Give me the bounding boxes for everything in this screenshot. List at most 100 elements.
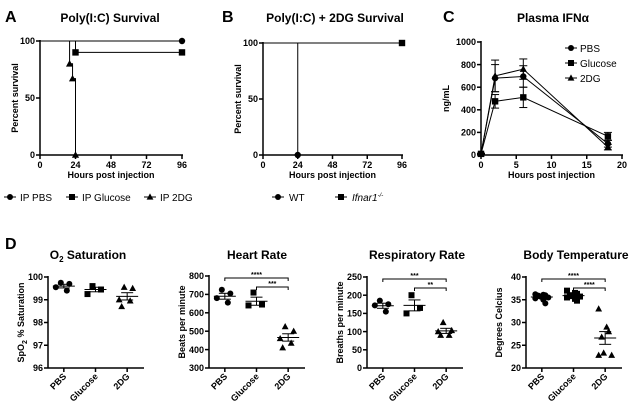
y-axis-label: Beats per minute [177, 285, 187, 358]
significance-label: ** [428, 282, 434, 289]
data-point [178, 37, 186, 45]
data-point [564, 294, 570, 301]
data-point [445, 331, 453, 338]
chart-title: Poly(I:C) + 2DG Survival [266, 11, 404, 25]
y-tick-label: 400 [461, 105, 476, 115]
legend-label: WT [289, 193, 305, 204]
circle-icon [568, 45, 574, 51]
panel-c: C Plasma IFNα 0 200 400 600 800 1000 ng/mL 0 5 10 15… [441, 9, 627, 180]
data-point [448, 326, 456, 334]
data-point [120, 283, 128, 290]
legend-label: Ifnar1-/- [352, 193, 383, 204]
survival-line-ip-2dg [40, 40, 76, 155]
square-icon [69, 194, 75, 200]
y-axis-label: ng/mL [441, 85, 451, 112]
y-tick-label: 40 [511, 272, 521, 282]
data-point [63, 287, 70, 294]
data-point [245, 302, 252, 309]
data-point [519, 65, 527, 72]
data-point [52, 284, 59, 291]
legend-label: PBS [580, 44, 600, 55]
data-point [491, 98, 499, 105]
data-point [491, 72, 499, 79]
x-tick-label: PBS [48, 371, 68, 391]
data-point [385, 301, 392, 308]
x-tick-label: PBS [367, 371, 387, 391]
data-point [72, 49, 79, 56]
data-point [595, 351, 603, 358]
y-tick-label: 400 [189, 345, 204, 355]
y-axis-label: Degrees Celcius [494, 287, 504, 357]
y-tick-label: 300 [189, 363, 204, 373]
data-point [71, 151, 80, 158]
x-tick-label: 10 [546, 160, 556, 170]
series-line-glucose [480, 96, 609, 154]
data-point [604, 133, 612, 140]
data-point [89, 283, 96, 290]
chart-title: Heart Rate [227, 248, 287, 262]
x-tick-label: 0 [260, 160, 265, 170]
x-tick-label: 5 [514, 160, 519, 170]
y-tick-label: 600 [461, 82, 476, 92]
significance-bracket [256, 286, 289, 290]
x-tick-label: 96 [397, 160, 407, 170]
panel-letter: B [222, 9, 234, 26]
data-point [218, 286, 225, 293]
data-point [408, 292, 415, 299]
x-tick-label: 0 [478, 160, 483, 170]
panel-a: A Poly(I:C) Survival 0 50 100 Percent surviva… [4, 9, 193, 204]
y-tick-label: 500 [189, 326, 204, 336]
chart-title: Respiratory Rate [369, 248, 465, 262]
x-tick-label: 2DG [430, 371, 450, 391]
data-point [118, 302, 126, 310]
x-axis-label: Hours post injection [289, 170, 376, 180]
data-point [564, 287, 570, 294]
data-point [382, 308, 389, 315]
data-point [287, 339, 295, 346]
y-tick-label: 800 [461, 60, 476, 70]
data-point [178, 49, 186, 56]
legend-label: IP Glucose [82, 193, 131, 204]
survival-line-wt [263, 42, 299, 155]
x-tick-label: 72 [141, 160, 151, 170]
x-tick-label: 48 [327, 160, 337, 170]
triangle-icon [567, 74, 575, 81]
data-point [600, 349, 608, 356]
significance-label: *** [410, 273, 418, 280]
x-tick-label: 2DG [589, 371, 609, 391]
data-point [439, 318, 447, 326]
significance-label: **** [584, 282, 595, 289]
x-tick-label: 24 [70, 160, 80, 170]
y-tick-label: 97 [33, 340, 43, 350]
significance-bracket [382, 278, 447, 282]
y-tick-label: 0 [253, 150, 258, 160]
data-point [542, 300, 549, 307]
x-tick-label: 15 [582, 160, 592, 170]
y-tick-label: 600 [189, 308, 204, 318]
y-tick-label: 50 [352, 345, 362, 355]
data-point [417, 304, 423, 311]
x-tick-label: PBS [209, 371, 229, 391]
y-tick-label: 100 [347, 327, 362, 337]
x-tick-label: 0 [37, 160, 42, 170]
y-tick-label: 150 [347, 309, 362, 319]
significance-label: **** [251, 272, 262, 279]
series-line-2dg [480, 68, 609, 154]
significance-bracket [541, 278, 606, 282]
y-tick-label: 100 [243, 38, 258, 48]
data-point [577, 293, 583, 300]
data-point [281, 323, 289, 330]
y-tick-label: 200 [461, 128, 476, 138]
x-axis-label: Hours post injection [508, 170, 595, 180]
y-tick-label: 0 [30, 150, 35, 160]
data-point [608, 351, 616, 358]
data-point [68, 74, 77, 82]
data-point [294, 151, 301, 159]
square-icon [338, 194, 344, 200]
y-tick-label: 100 [20, 36, 35, 46]
legend: WT Ifnar1-/- [272, 193, 383, 204]
